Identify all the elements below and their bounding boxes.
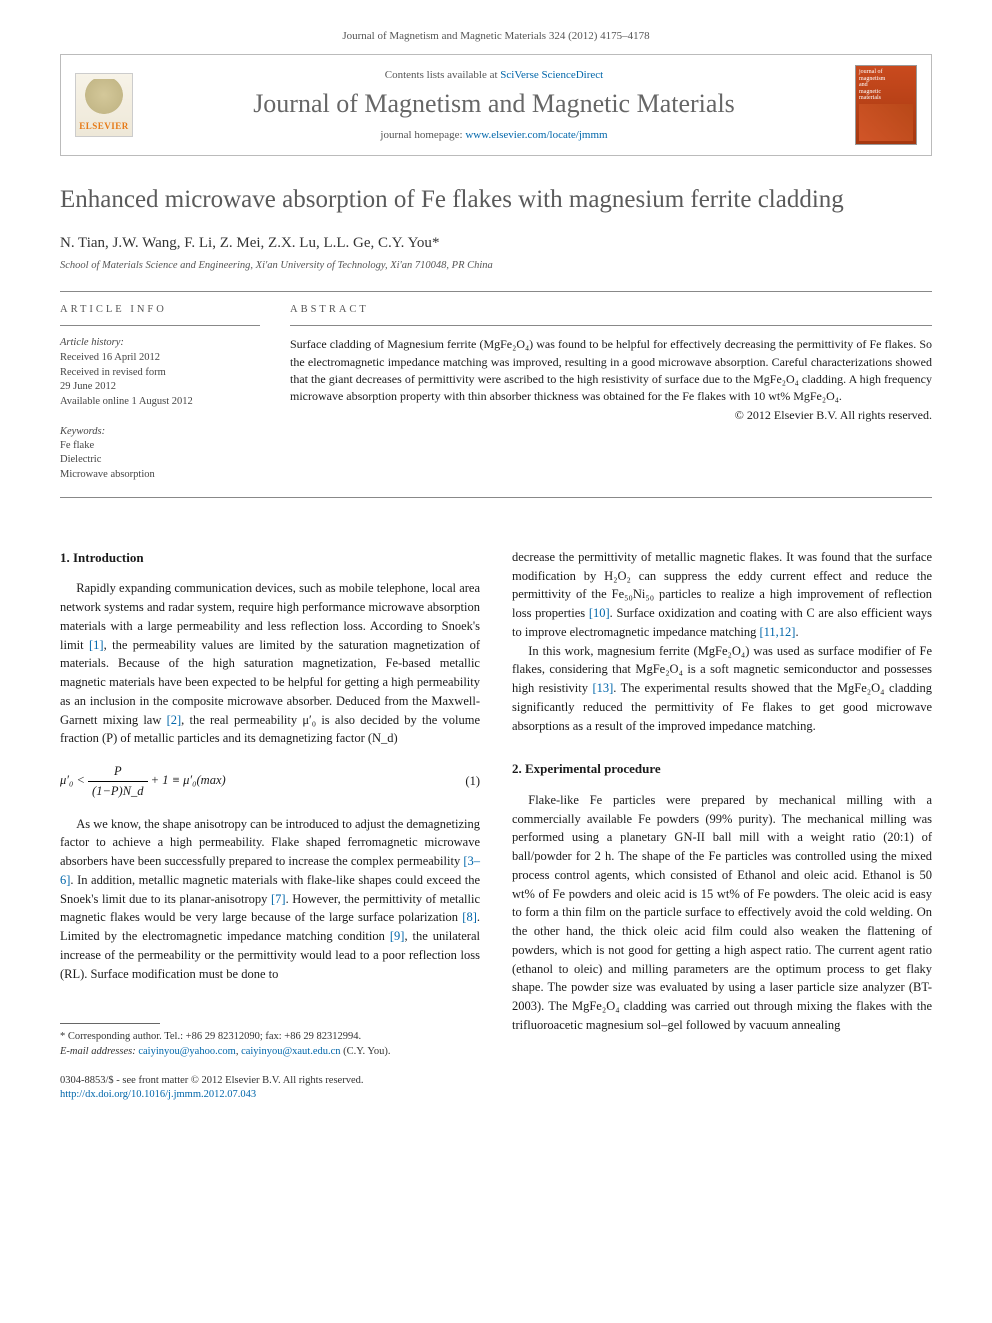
- journal-title-header: Journal of Magnetism and Magnetic Materi…: [149, 89, 839, 119]
- running-header-citation: Journal of Magnetism and Magnetic Materi…: [60, 30, 932, 42]
- cover-art: [859, 104, 913, 141]
- abstract-column: abstract Surface cladding of Magnesium f…: [290, 292, 932, 483]
- footnote-block: * Corresponding author. Tel.: +86 29 823…: [60, 1023, 480, 1103]
- fraction: P(1−P)N_d: [88, 762, 147, 801]
- ref-link[interactable]: [8]: [462, 910, 477, 924]
- revised-line2: 29 June 2012: [60, 380, 260, 395]
- equation-number: (1): [465, 772, 480, 791]
- equation-1: μ′₀ < P(1−P)N_d + 1 ≡ μ′₀(max) (1): [60, 762, 480, 801]
- ref-link[interactable]: [9]: [390, 929, 405, 943]
- article-info-label: article info: [60, 304, 260, 315]
- homepage-prefix: journal homepage:: [380, 129, 465, 141]
- corresponding-author-footnote: * Corresponding author. Tel.: +86 29 823…: [60, 1030, 480, 1045]
- right-column: decrease the permittivity of metallic ma…: [512, 548, 932, 1103]
- info-abstract-row: article info Article history: Received 1…: [60, 292, 932, 483]
- article-info-column: article info Article history: Received 1…: [60, 292, 260, 483]
- revised-line1: Received in revised form: [60, 366, 260, 381]
- email-line: E-mail addresses: caiyinyou@yahoo.com, c…: [60, 1045, 480, 1060]
- intro-para-1: Rapidly expanding communication devices,…: [60, 579, 480, 748]
- cover-label: journal ofmagnetismandmagneticmaterials: [859, 69, 913, 102]
- elsevier-tree-icon: [84, 79, 124, 119]
- ref-link[interactable]: [10]: [589, 606, 610, 620]
- equation-body: μ′₀ < P(1−P)N_d + 1 ≡ μ′₀(max): [60, 762, 226, 801]
- elsevier-logo-text: ELSEVIER: [79, 121, 129, 131]
- email-link[interactable]: caiyinyou@yahoo.com: [138, 1046, 235, 1057]
- section-heading-intro: 1. Introduction: [60, 548, 480, 568]
- keyword: Dielectric: [60, 453, 260, 468]
- ref-link[interactable]: [1]: [89, 638, 104, 652]
- intro-para-2: As we know, the shape anisotropy can be …: [60, 815, 480, 984]
- received-date: Received 16 April 2012: [60, 351, 260, 366]
- history-label: Article history:: [60, 336, 260, 351]
- email-link[interactable]: caiyinyou@xaut.edu.cn: [241, 1046, 340, 1057]
- contents-prefix: Contents lists available at: [385, 69, 500, 81]
- intro-para-3: In this work, magnesium ferrite (MgFe₂O₄…: [512, 642, 932, 736]
- corresponding-author-mark: *: [432, 235, 440, 251]
- ref-link[interactable]: [2]: [167, 713, 182, 727]
- abstract-text: Surface cladding of Magnesium ferrite (M…: [290, 336, 932, 406]
- intro-para-cont: decrease the permittivity of metallic ma…: [512, 548, 932, 642]
- page: Journal of Magnetism and Magnetic Materi…: [0, 0, 992, 1143]
- ref-link[interactable]: [7]: [271, 892, 286, 906]
- section-heading-experimental: 2. Experimental procedure: [512, 759, 932, 779]
- journal-homepage-link[interactable]: www.elsevier.com/locate/jmmm: [465, 129, 607, 141]
- divider: [60, 497, 932, 498]
- ref-link[interactable]: [11,12]: [759, 625, 795, 639]
- online-date: Available online 1 August 2012: [60, 395, 260, 410]
- journal-header-box: ELSEVIER Contents lists available at Sci…: [60, 54, 932, 156]
- keyword: Fe flake: [60, 439, 260, 454]
- elsevier-logo: ELSEVIER: [75, 73, 133, 137]
- doi-link[interactable]: http://dx.doi.org/10.1016/j.jmmm.2012.07…: [60, 1089, 256, 1100]
- contents-available-line: Contents lists available at SciVerse Sci…: [149, 69, 839, 81]
- doi-line: http://dx.doi.org/10.1016/j.jmmm.2012.07…: [60, 1088, 480, 1103]
- keyword: Microwave absorption: [60, 468, 260, 483]
- footnote-divider: [60, 1023, 160, 1024]
- article-title: Enhanced microwave absorption of Fe flak…: [60, 184, 932, 215]
- doi-copyright-block: 0304-8853/$ - see front matter © 2012 El…: [60, 1074, 480, 1103]
- body-two-column: 1. Introduction Rapidly expanding commun…: [60, 548, 932, 1103]
- email-label: E-mail addresses:: [60, 1046, 138, 1057]
- abstract-copyright: © 2012 Elsevier B.V. All rights reserved…: [290, 408, 932, 423]
- keywords-block: Keywords: Fe flake Dielectric Microwave …: [60, 426, 260, 483]
- journal-homepage-line: journal homepage: www.elsevier.com/locat…: [149, 129, 839, 141]
- divider: [60, 325, 260, 326]
- authors-line: N. Tian, J.W. Wang, F. Li, Z. Mei, Z.X. …: [60, 235, 932, 252]
- sciencedirect-link[interactable]: SciVerse ScienceDirect: [500, 69, 603, 81]
- keywords-list: Fe flake Dielectric Microwave absorption: [60, 439, 260, 483]
- header-center: Contents lists available at SciVerse Sci…: [149, 69, 839, 141]
- ref-link[interactable]: [13]: [592, 681, 613, 695]
- divider: [290, 325, 932, 326]
- article-history: Article history: Received 16 April 2012 …: [60, 336, 260, 409]
- authors-names: N. Tian, J.W. Wang, F. Li, Z. Mei, Z.X. …: [60, 235, 432, 251]
- journal-cover-thumbnail: journal ofmagnetismandmagneticmaterials: [855, 65, 917, 145]
- abstract-label: abstract: [290, 304, 932, 315]
- keywords-label: Keywords:: [60, 426, 260, 437]
- left-column: 1. Introduction Rapidly expanding commun…: [60, 548, 480, 1103]
- affiliation: School of Materials Science and Engineer…: [60, 260, 932, 271]
- experimental-para-1: Flake-like Fe particles were prepared by…: [512, 791, 932, 1035]
- front-matter-copyright: 0304-8853/$ - see front matter © 2012 El…: [60, 1074, 480, 1089]
